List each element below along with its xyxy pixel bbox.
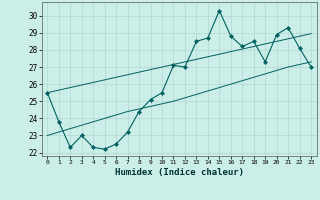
X-axis label: Humidex (Indice chaleur): Humidex (Indice chaleur) bbox=[115, 168, 244, 177]
